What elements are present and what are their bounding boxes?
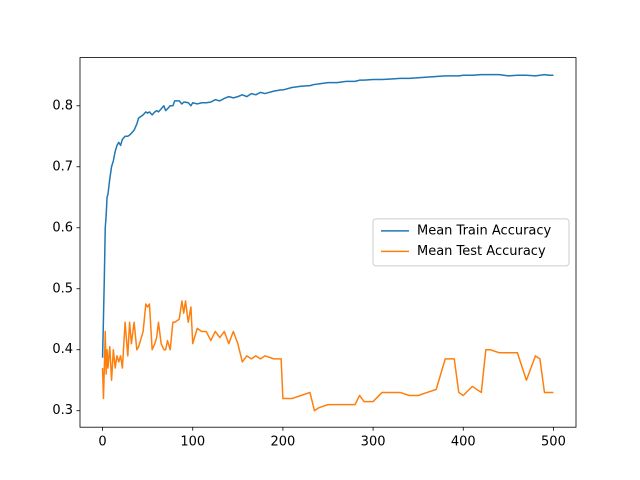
- x-tick-label: 400: [451, 435, 476, 450]
- legend-label: Mean Train Accuracy: [417, 223, 552, 238]
- legend-label: Mean Test Accuracy: [417, 244, 546, 259]
- y-tick-label: 0.6: [52, 220, 73, 235]
- x-tick-label: 300: [361, 435, 386, 450]
- series-line: [101, 300, 554, 412]
- x-tick-label: 0: [98, 435, 106, 450]
- series-line: [101, 73, 554, 358]
- y-tick-label: 0.8: [52, 98, 73, 113]
- y-tick-label: 0.3: [52, 403, 73, 418]
- axes-frame: [79, 57, 577, 428]
- y-tick-label: 0.4: [52, 342, 73, 357]
- x-tick-label: 100: [180, 435, 205, 450]
- y-tick-label: 0.5: [52, 281, 73, 296]
- y-tick-label: 0.7: [52, 159, 73, 174]
- x-tick-label: 200: [270, 435, 295, 450]
- x-tick-label: 500: [541, 435, 566, 450]
- legend-box: [372, 218, 570, 267]
